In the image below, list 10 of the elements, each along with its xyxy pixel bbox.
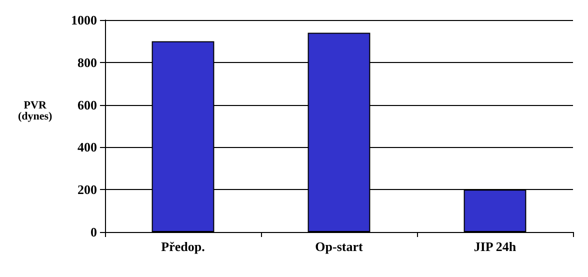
x-tick-label: JIP 24h	[474, 239, 517, 254]
y-tick-label: 200	[78, 182, 97, 198]
y-tick-label: 0	[90, 224, 97, 240]
y-axis-title: PVR (dynes)	[18, 100, 53, 122]
y-tick-label: 600	[78, 97, 97, 112]
x-tick-label: Předop.	[161, 239, 205, 254]
y-tick-label: 400	[78, 140, 97, 155]
y-tick-label: 800	[78, 54, 97, 70]
y-tick-label: 1000	[71, 12, 97, 28]
x-tick-label: Op-start	[315, 239, 364, 254]
